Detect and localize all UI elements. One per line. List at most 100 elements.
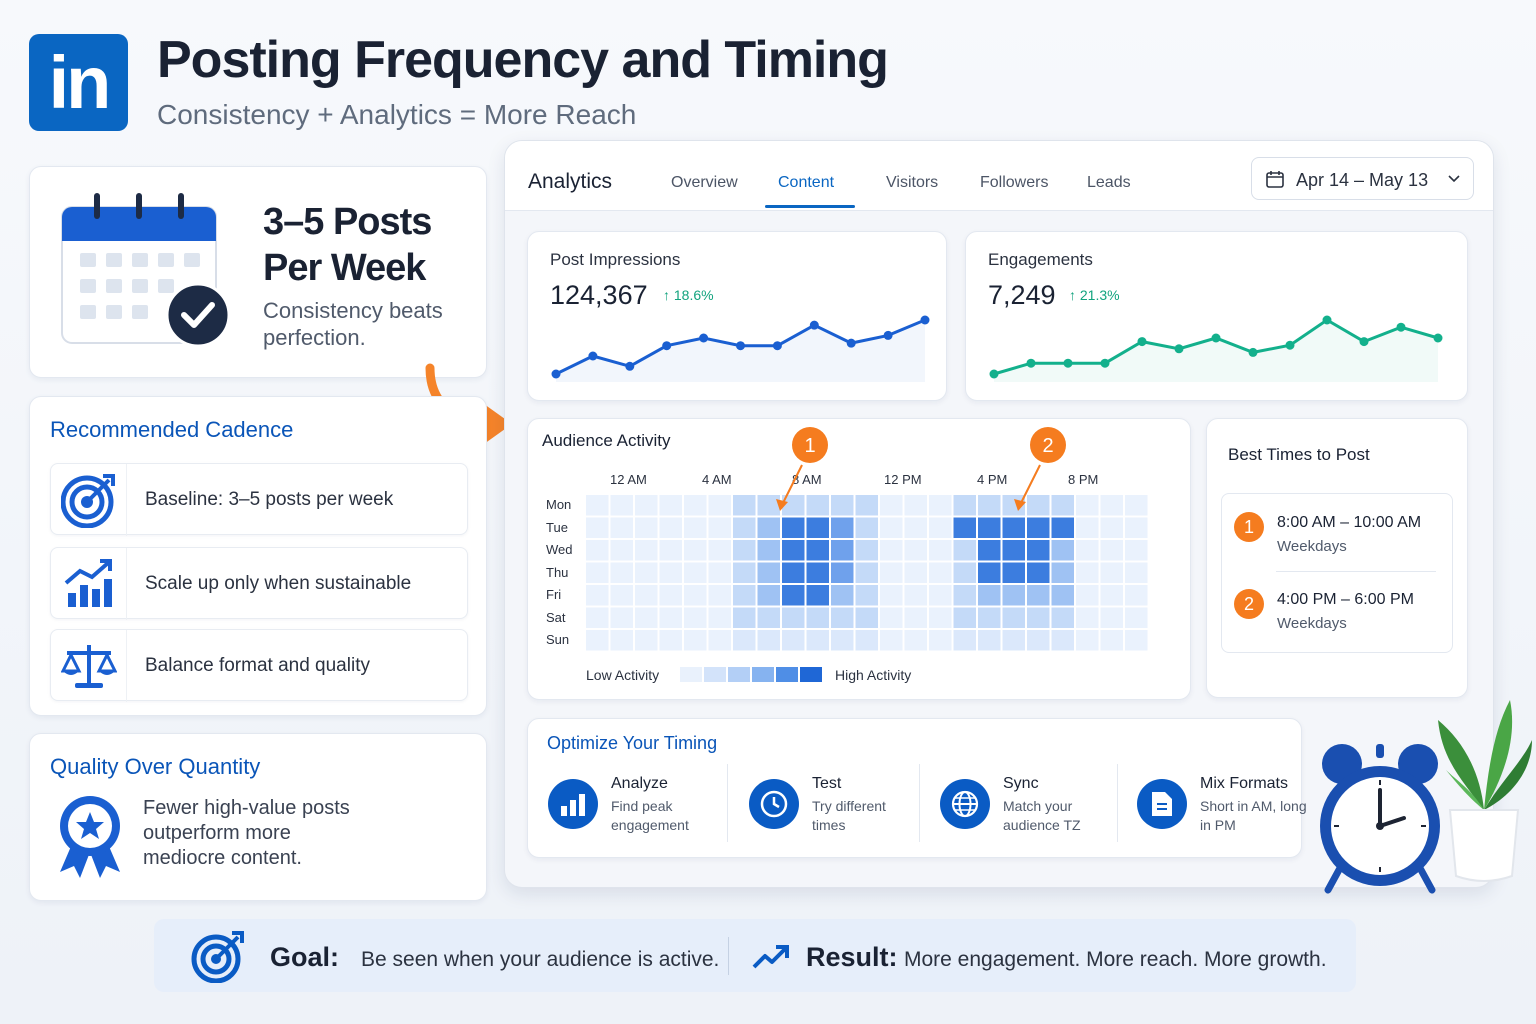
cadence-item: Scale up only when sustainable — [50, 547, 468, 620]
cadence-item: Baseline: 3–5 posts per week — [50, 463, 468, 536]
heatmap-cell — [855, 517, 878, 538]
heatmap-cell — [610, 540, 633, 561]
heatmap-cell — [659, 585, 682, 606]
goal-text: Be seen when your audience is active. — [361, 948, 720, 971]
heatmap-cell — [733, 630, 756, 651]
tab-followers[interactable]: Followers — [980, 174, 1049, 191]
tab-overview[interactable]: Overview — [671, 174, 738, 191]
optimize-item-head: Mix Formats — [1200, 775, 1288, 792]
svg-text:2: 2 — [1042, 435, 1053, 457]
heatmap-cell — [586, 517, 609, 538]
heatmap-cell — [880, 562, 903, 583]
divider — [1117, 764, 1118, 842]
heatmap-cell — [610, 495, 633, 516]
analytics-title: Analytics — [528, 170, 613, 193]
quality-title: Quality Over Quantity — [50, 754, 261, 779]
engagements-label: Engagements — [988, 250, 1093, 269]
day-label: Mon — [546, 497, 572, 512]
document-icon — [1152, 792, 1172, 816]
heatmap-cell — [880, 607, 903, 628]
heatmap-cell — [708, 562, 731, 583]
growth-chart-icon — [64, 559, 112, 607]
trending-up-icon — [752, 945, 789, 969]
heatmap-cell — [929, 607, 952, 628]
heatmap-cell — [1100, 585, 1123, 606]
heatmap-cell — [880, 630, 903, 651]
sparkline-point — [772, 341, 782, 351]
heatmap-cell — [659, 540, 682, 561]
heatmap-cell — [978, 630, 1001, 651]
heatmap-cell — [806, 630, 829, 651]
sparkline-point — [989, 369, 999, 379]
date-range-picker[interactable]: Apr 14 – May 13 — [1251, 157, 1474, 200]
sparkline-point — [662, 341, 672, 351]
svg-text:1: 1 — [804, 435, 815, 457]
heatmap-cell — [1100, 540, 1123, 561]
heatmap-cell — [733, 585, 756, 606]
optimize-item-sub: Match your audience TZ — [1003, 798, 1081, 833]
heatmap-cell — [880, 517, 903, 538]
alarm-clock-icon — [1320, 744, 1440, 894]
audience-title: Audience Activity — [542, 431, 671, 450]
heatmap-cell — [1002, 585, 1025, 606]
heatmap-cell — [684, 517, 707, 538]
heatmap-cell — [953, 562, 976, 583]
heatmap-cell — [978, 607, 1001, 628]
heatmap-cell — [733, 562, 756, 583]
heatmap-cell — [708, 540, 731, 561]
tab-visitors[interactable]: Visitors — [886, 174, 939, 191]
heatmap-cell — [831, 607, 854, 628]
heatmap-cell — [1076, 495, 1099, 516]
impressions-value: 124,367 — [550, 280, 648, 310]
heatmap-cell — [733, 517, 756, 538]
heatmap-cell — [1125, 517, 1148, 538]
heatmap-cell — [782, 585, 805, 606]
heatmap-cell — [806, 562, 829, 583]
tab-leads[interactable]: Leads — [1087, 174, 1131, 191]
heatmap-cell — [1125, 540, 1148, 561]
heatmap-cell — [953, 495, 976, 516]
heatmap-cell — [929, 562, 952, 583]
optimize-item-head: Test — [812, 775, 842, 792]
heatmap-cell — [1002, 517, 1025, 538]
optimize-item-sub: Try different times — [812, 798, 886, 833]
heatmap-cell — [855, 585, 878, 606]
cadence-title: Recommended Cadence — [50, 417, 294, 442]
sparkline-point — [846, 338, 856, 348]
clock-icon — [760, 790, 788, 818]
heatmap-cell — [1125, 630, 1148, 651]
heatmap-cell — [1051, 607, 1074, 628]
peak-marker-1: 1 — [776, 427, 828, 511]
heatmap-cell — [953, 607, 976, 628]
heatmap-cell — [904, 630, 927, 651]
sparkline-point — [1433, 333, 1443, 343]
heatmap-cell — [733, 540, 756, 561]
heatmap-cell — [1076, 562, 1099, 583]
result-text: More engagement. More reach. More growth… — [904, 948, 1327, 971]
heatmap-cell — [904, 607, 927, 628]
activity-legend-scale — [680, 667, 822, 682]
tab-content[interactable]: Content — [778, 174, 835, 191]
heatmap-cell — [1027, 562, 1050, 583]
best-time-value: 8:00 AM – 10:00 AM — [1277, 514, 1422, 531]
heatmap-cell — [1100, 562, 1123, 583]
heatmap-cell — [1027, 540, 1050, 561]
divider — [919, 764, 920, 842]
day-label: Sat — [546, 610, 566, 625]
engagements-value: 7,249 — [988, 280, 1056, 310]
divider — [727, 764, 728, 842]
hour-label: 8 PM — [1068, 472, 1099, 487]
target-icon — [60, 474, 115, 528]
heatmap-cell — [635, 562, 658, 583]
heatmap-cell — [586, 630, 609, 651]
quality-text: Fewer high-value posts outperform more m… — [143, 797, 350, 869]
heatmap-cell — [586, 540, 609, 561]
heatmap-cell — [733, 607, 756, 628]
sparkline-point — [1396, 322, 1406, 332]
heatmap-cell — [978, 562, 1001, 583]
heatmap-cell — [610, 630, 633, 651]
heatmap-cell — [1100, 630, 1123, 651]
heatmap-cell — [1051, 495, 1074, 516]
heatmap-cell — [929, 540, 952, 561]
heatmap-cell — [635, 495, 658, 516]
